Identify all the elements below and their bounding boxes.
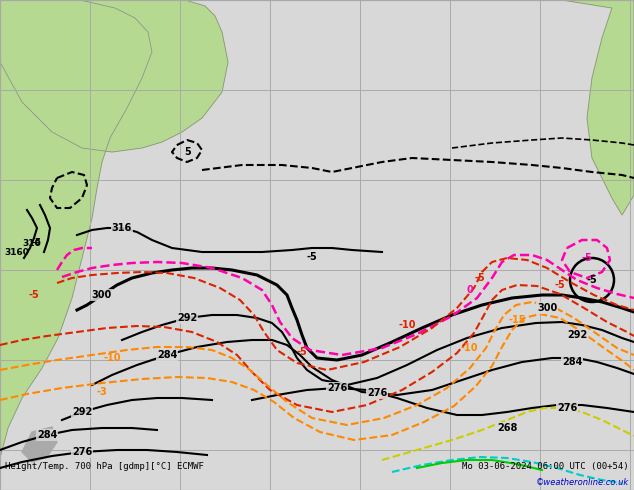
Text: 276: 276 xyxy=(557,403,577,413)
Text: -5: -5 xyxy=(586,275,597,285)
Text: 3160: 3160 xyxy=(4,247,29,256)
Text: 284: 284 xyxy=(562,357,582,367)
Text: 316: 316 xyxy=(112,223,132,233)
Text: Height/Temp. 700 hPa [gdmp][°C] ECMWF: Height/Temp. 700 hPa [gdmp][°C] ECMWF xyxy=(5,462,204,471)
Text: -5: -5 xyxy=(29,290,39,300)
Text: 276: 276 xyxy=(367,388,387,398)
Text: 5: 5 xyxy=(184,147,191,157)
Text: -5: -5 xyxy=(581,253,592,263)
Text: 0: 0 xyxy=(467,285,474,295)
Text: 300: 300 xyxy=(92,290,112,300)
Text: -5: -5 xyxy=(307,252,318,262)
Text: 276: 276 xyxy=(72,447,92,457)
Text: -10: -10 xyxy=(103,353,120,363)
Text: -10: -10 xyxy=(398,320,416,330)
Text: -5: -5 xyxy=(555,280,566,290)
Text: 284: 284 xyxy=(37,430,57,440)
Text: 292: 292 xyxy=(177,313,197,323)
Text: 276: 276 xyxy=(327,383,347,393)
Polygon shape xyxy=(22,427,57,462)
Polygon shape xyxy=(0,0,228,152)
Text: -5: -5 xyxy=(297,347,307,357)
Text: -3: -3 xyxy=(96,387,107,397)
Text: -10: -10 xyxy=(460,343,478,353)
Text: ©weatheronline.co.uk: ©weatheronline.co.uk xyxy=(536,478,629,487)
Text: 292: 292 xyxy=(567,330,587,340)
Text: -5: -5 xyxy=(475,273,486,283)
Polygon shape xyxy=(562,0,634,215)
Text: Mo 03-06-2024 06:00 UTC (00+54): Mo 03-06-2024 06:00 UTC (00+54) xyxy=(462,462,629,471)
Text: 268: 268 xyxy=(497,423,517,433)
Text: -15: -15 xyxy=(508,315,526,325)
Text: -5: -5 xyxy=(31,238,41,246)
Text: 300: 300 xyxy=(537,303,557,313)
Polygon shape xyxy=(0,0,152,490)
Text: 316: 316 xyxy=(23,239,41,247)
Text: 292: 292 xyxy=(72,407,92,417)
Text: 284: 284 xyxy=(157,350,177,360)
